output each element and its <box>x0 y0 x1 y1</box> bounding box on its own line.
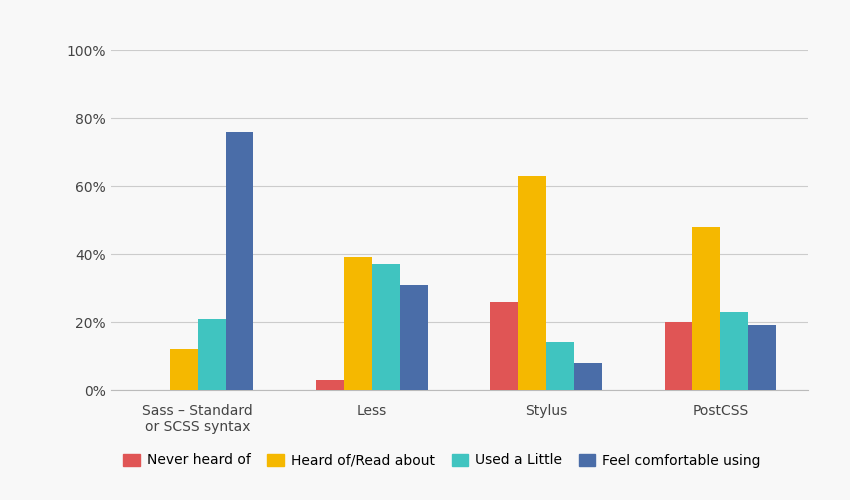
Bar <box>518 176 546 390</box>
Bar <box>225 132 253 390</box>
Bar <box>400 284 428 390</box>
Legend: Never heard of, Heard of/Read about, Used a Little, Feel comfortable using: Never heard of, Heard of/Read about, Use… <box>117 448 767 473</box>
Bar <box>170 349 197 390</box>
Bar <box>490 302 518 390</box>
Bar <box>693 227 720 390</box>
Bar <box>665 322 693 390</box>
Bar <box>371 264 399 390</box>
Bar <box>197 318 225 390</box>
Bar <box>546 342 574 390</box>
Bar <box>316 380 344 390</box>
Bar <box>574 363 602 390</box>
Bar <box>344 258 371 390</box>
Bar <box>720 312 748 390</box>
Bar <box>748 326 776 390</box>
